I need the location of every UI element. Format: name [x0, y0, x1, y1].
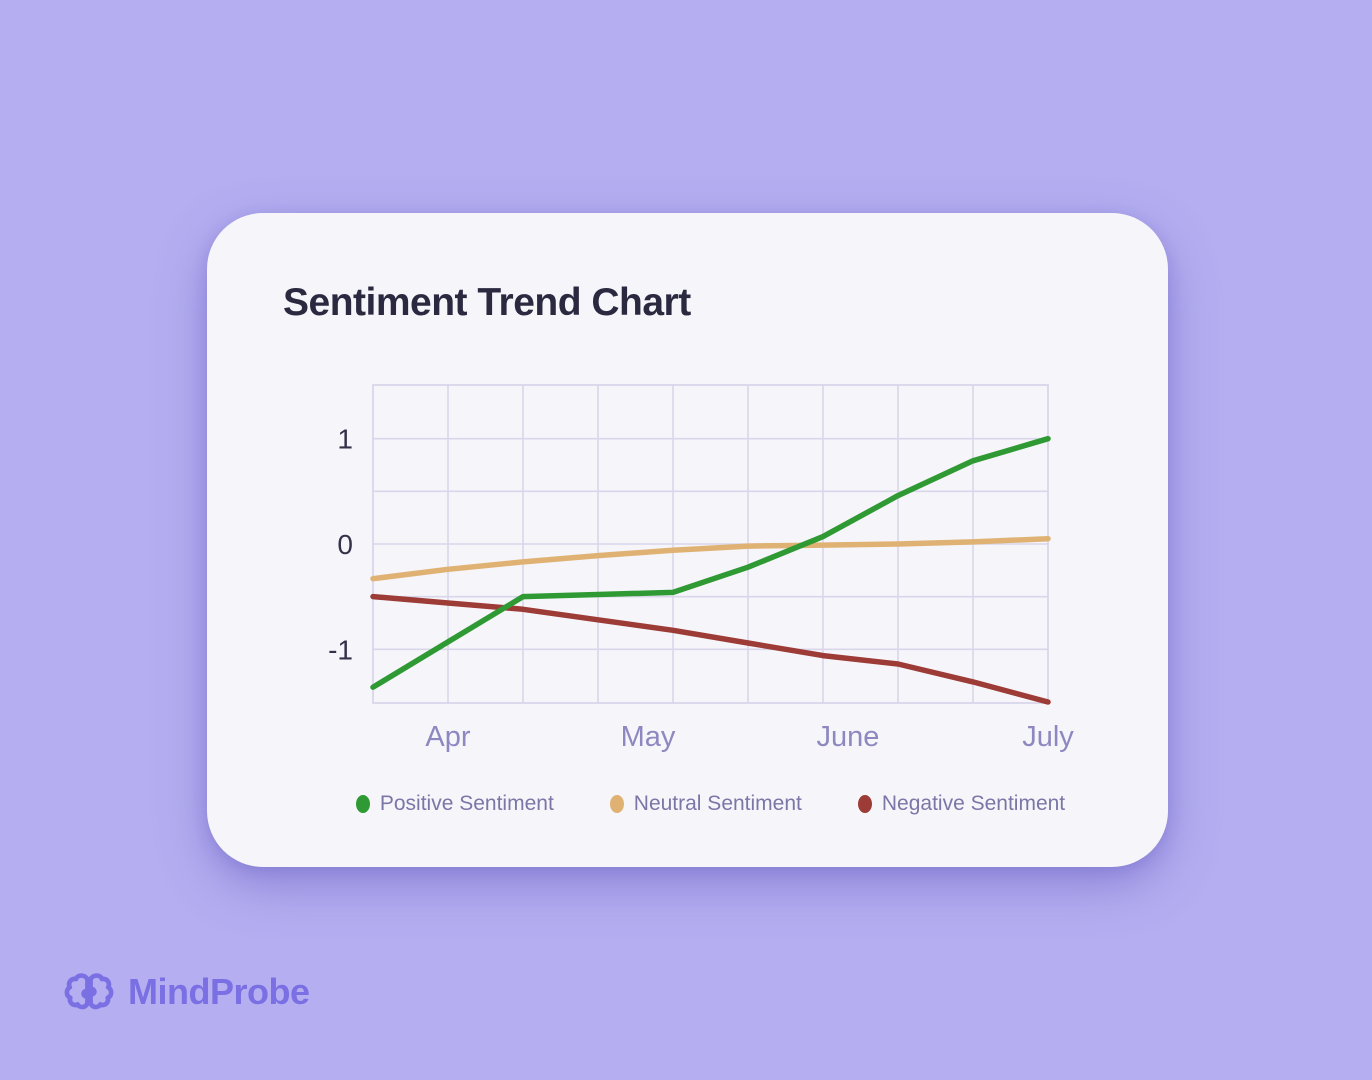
x-month-label: July [1022, 721, 1074, 753]
chart-card: Sentiment Trend Chart 1 0 -1 Apr May June Jul… [207, 213, 1168, 867]
line-negative-sentiment [370, 593, 1051, 705]
legend-dot [609, 795, 624, 813]
y-axis-tick-labels: 1 0 -1 [328, 424, 353, 666]
y-tick-label: 0 [337, 529, 353, 560]
legend-item-negative-sentiment[interactable]: Negative Sentiment [857, 792, 1066, 816]
line-positive-sentiment [370, 435, 1051, 690]
legend-item-positive-sentiment[interactable]: Positive Sentiment [355, 792, 554, 816]
line-neutral-sentiment [370, 535, 1051, 582]
legend-item-neutral-sentiment[interactable]: Neutral Sentiment [609, 792, 802, 816]
brain-icon [64, 973, 114, 1010]
x-month-label: Apr [425, 721, 470, 753]
brand-name: MindProbe [128, 971, 310, 1012]
brand-lockup: MindProbe [63, 964, 310, 1020]
legend-label: Positive Sentiment [379, 792, 554, 815]
x-axis-month-labels: Apr May June July [425, 721, 1074, 753]
y-tick-label: -1 [328, 634, 353, 665]
legend-dot [857, 795, 872, 813]
sentiment-chart: 1 0 -1 Apr May June July [328, 384, 1074, 753]
legend-dot [355, 795, 370, 813]
x-month-label: May [621, 721, 676, 753]
legend-label: Neutral Sentiment [633, 792, 802, 815]
x-month-label: June [817, 721, 880, 753]
legend-label: Negative Sentiment [881, 792, 1066, 815]
y-tick-label: 1 [337, 424, 353, 455]
chart-title: Sentiment Trend Chart [283, 281, 691, 324]
chart-series-lines [370, 435, 1051, 705]
chart-legend: Positive Sentiment Neutral Sentiment Negat… [355, 791, 1065, 817]
